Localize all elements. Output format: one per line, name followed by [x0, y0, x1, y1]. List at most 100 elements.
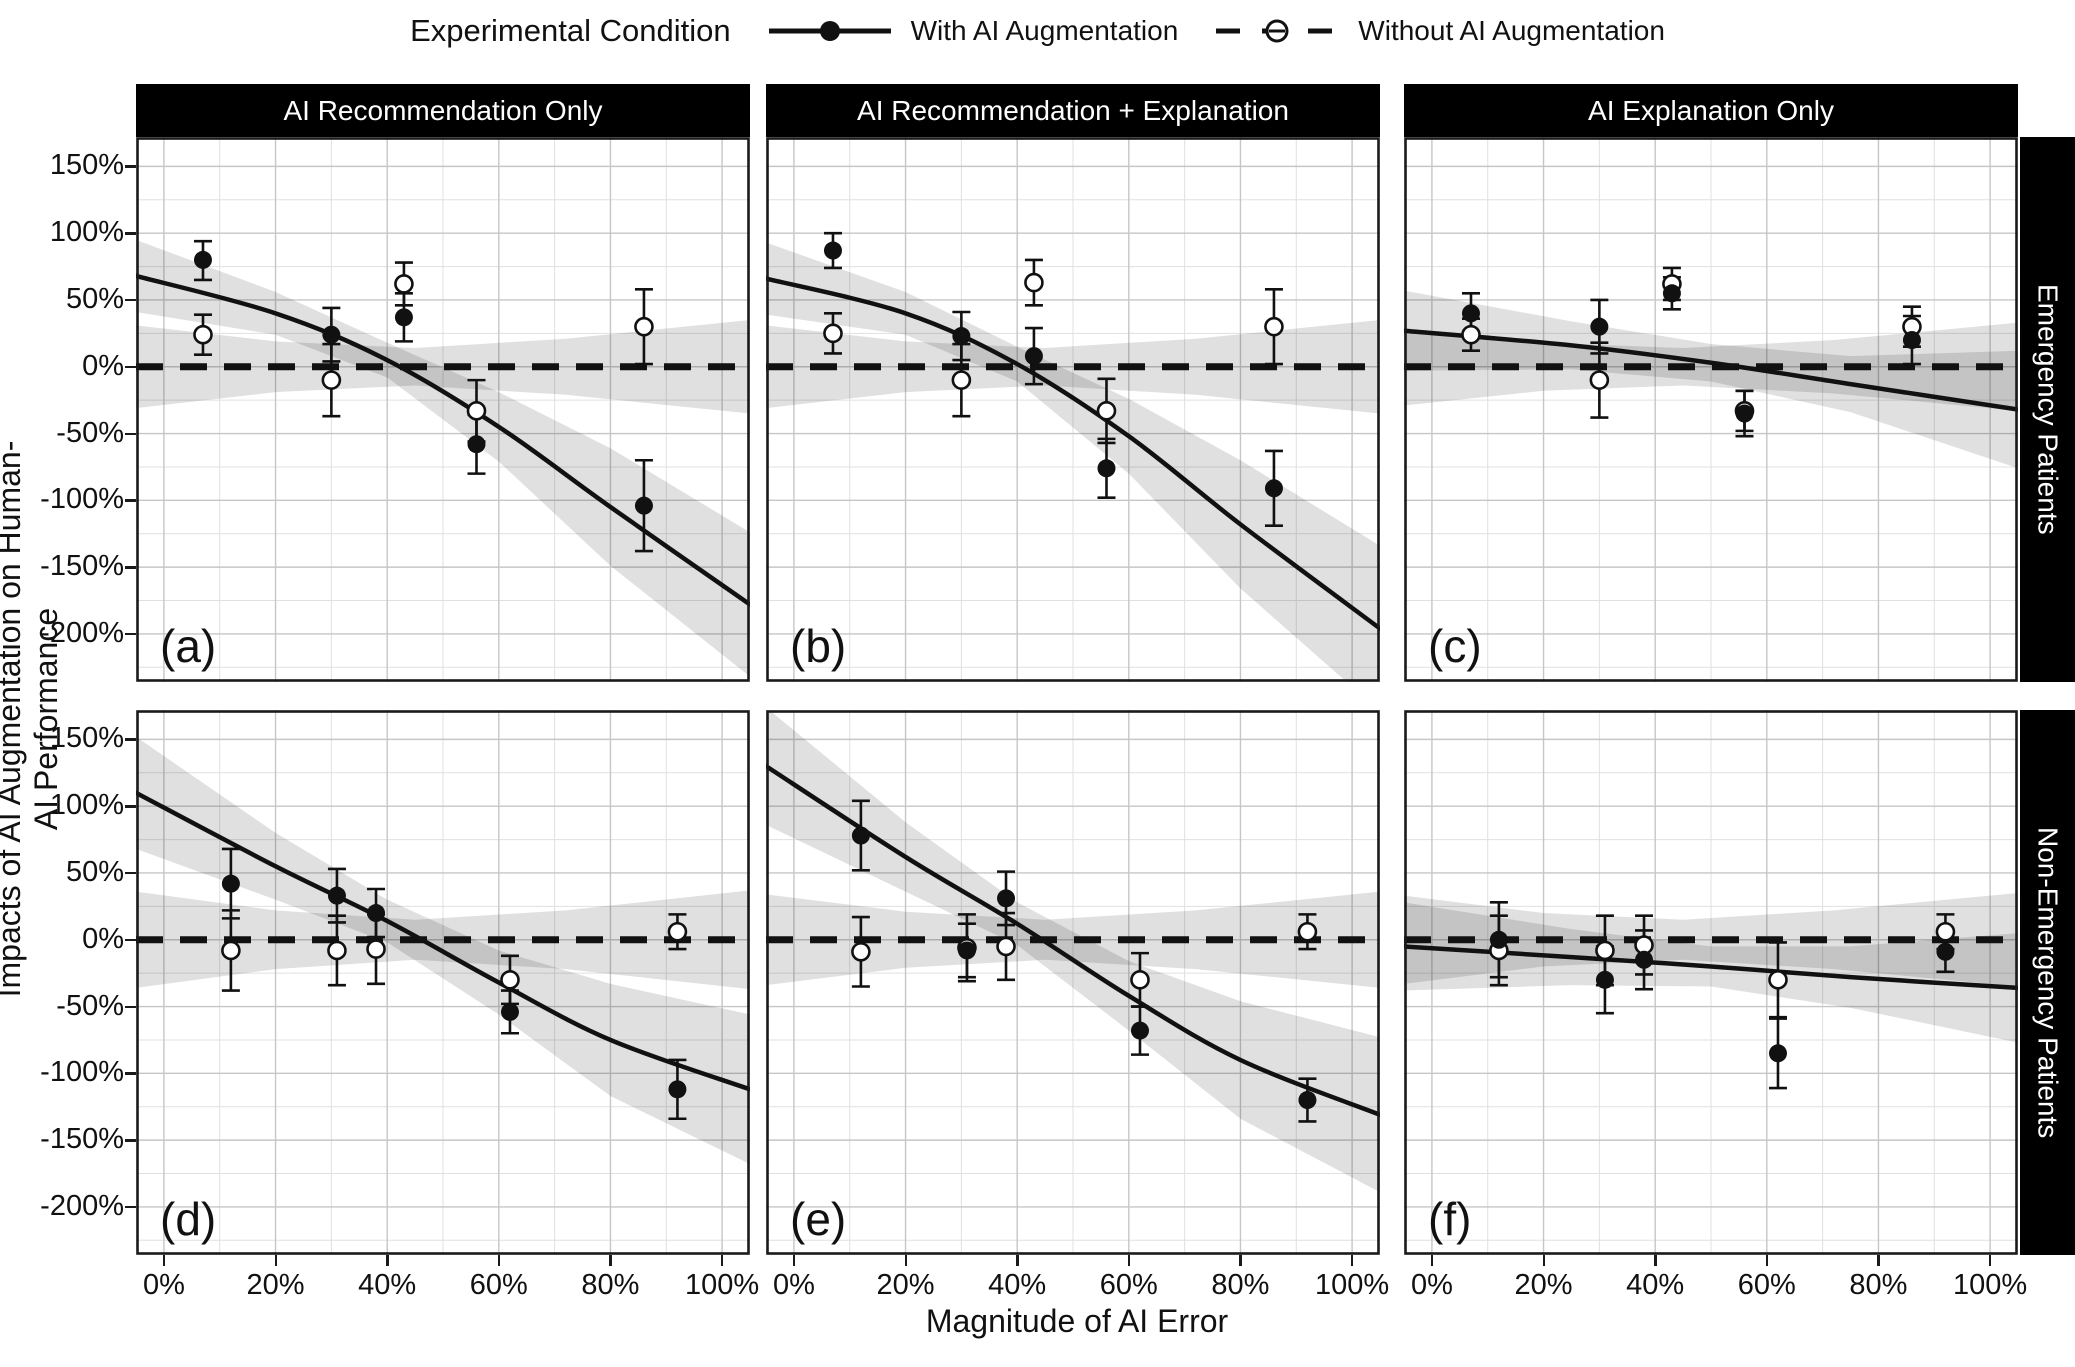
- with-ai-point: [193, 250, 212, 269]
- without-ai-point: [1589, 370, 1610, 390]
- y-tick-label: 50%: [65, 282, 124, 315]
- y-tick-mark: [125, 1205, 136, 1209]
- without-ai-point: [327, 940, 347, 961]
- legend-item-with-ai: With AI Augmentation: [765, 14, 1179, 48]
- without-ai-point: [466, 401, 487, 421]
- without-ai-point: [500, 970, 520, 990]
- without-ai-point: [366, 939, 386, 959]
- with-ai-confidence-band: [766, 710, 1380, 1193]
- with-ai-confidence-band: [1404, 290, 2018, 469]
- y-axis-title: Impacts of AI Augmentation on Human-AI P…: [0, 440, 64, 998]
- y-tick-label: -200%: [40, 1189, 124, 1222]
- y-tick-label: 100%: [49, 789, 124, 822]
- y-tick-mark: [125, 165, 136, 168]
- with-ai-point: [367, 904, 386, 923]
- legend: Experimental Condition With AI Augmentat…: [0, 0, 2075, 62]
- y-tick-label: 0%: [82, 349, 124, 382]
- panel-letter: (b): [790, 620, 846, 672]
- facet-column-strip: AI Explanation Only: [1404, 84, 2018, 137]
- panel-c: (c): [1404, 137, 2018, 682]
- y-tick-mark: [125, 805, 136, 808]
- legend-title: Experimental Condition: [410, 13, 731, 48]
- x-tick-mark: [1989, 1255, 1992, 1266]
- without-ai-point: [221, 940, 241, 961]
- x-tick-label: 40%: [988, 1269, 1047, 1301]
- with-ai-point: [327, 886, 346, 905]
- y-tick-mark: [125, 1139, 136, 1142]
- with-ai-point: [957, 941, 976, 960]
- panel-d: (d): [136, 710, 750, 1255]
- with-ai-point: [1936, 942, 1955, 961]
- without-ai-confidence-band: [136, 890, 750, 990]
- with-ai-point: [322, 325, 341, 344]
- y-tick-label: -50%: [56, 989, 124, 1022]
- y-tick-label: -150%: [40, 550, 124, 583]
- facet-column-strip: AI Recommendation + Explanation: [766, 84, 1380, 137]
- x-tick-label: 20%: [1514, 1269, 1573, 1301]
- y-tick-label: 150%: [49, 149, 124, 182]
- y-tick-label: -100%: [40, 483, 124, 516]
- with-ai-point: [1489, 930, 1508, 949]
- legend-label-with-ai: With AI Augmentation: [910, 15, 1179, 46]
- without-ai-point: [1264, 316, 1284, 337]
- x-tick-mark: [721, 1255, 724, 1266]
- with-ai-point: [634, 496, 653, 515]
- x-tick-mark: [1542, 1255, 1545, 1266]
- x-tick-mark: [1877, 1255, 1880, 1266]
- with-ai-fit-curve: [1404, 328, 2018, 412]
- y-tick-label: -200%: [40, 616, 124, 649]
- without-ai-point: [193, 324, 213, 345]
- x-tick-mark: [1351, 1255, 1354, 1266]
- x-tick-mark: [1430, 1255, 1434, 1266]
- x-tick-label: 40%: [358, 1269, 417, 1301]
- y-tick-mark: [125, 298, 136, 302]
- x-tick-mark: [386, 1255, 389, 1266]
- with-ai-point: [221, 874, 240, 893]
- x-tick-mark: [1127, 1255, 1131, 1266]
- y-tick-mark: [125, 566, 136, 569]
- y-tick-label: -150%: [40, 1123, 124, 1156]
- facet-column-strip: AI Recommendation Only: [136, 84, 750, 137]
- without-ai-point: [394, 274, 414, 294]
- x-tick-mark: [792, 1255, 796, 1266]
- panel-letter: (a): [160, 620, 216, 672]
- with-ai-fit-curve: [136, 273, 750, 607]
- solid-line-filled-circle-icon: [768, 21, 891, 41]
- x-tick-label: 60%: [469, 1269, 528, 1301]
- x-tick-mark: [609, 1255, 612, 1266]
- x-tick-label: 80%: [581, 1269, 640, 1301]
- with-ai-point: [1735, 404, 1754, 423]
- legend-label-without-ai: Without AI Augmentation: [1358, 15, 1665, 46]
- without-ai-confidence-band: [136, 320, 750, 414]
- x-tick-label: 20%: [876, 1269, 935, 1301]
- without-ai-confidence-band: [1404, 893, 2018, 987]
- facet-row-strip: Non-Emergency Patients: [2020, 710, 2075, 1255]
- panel-letter: (c): [1428, 620, 1482, 672]
- with-ai-point: [1097, 459, 1116, 478]
- y-tick-mark: [125, 232, 136, 235]
- x-tick-mark: [497, 1255, 501, 1266]
- without-ai-confidence-band: [766, 891, 1380, 988]
- without-ai-point: [1024, 272, 1044, 293]
- without-ai-point: [1461, 324, 1481, 345]
- y-tick-mark: [125, 499, 136, 502]
- with-ai-point: [1590, 317, 1609, 336]
- x-tick-label: 100%: [1314, 1269, 1390, 1301]
- y-tick-label: -100%: [40, 1056, 124, 1089]
- with-ai-point: [1298, 1091, 1317, 1110]
- x-axis-title: Magnitude of AI Error: [925, 1303, 1229, 1339]
- dashed-line-open-circle-icon: [1216, 19, 1339, 43]
- with-ai-fit-curve: [766, 763, 1380, 1117]
- y-tick-mark: [125, 738, 136, 741]
- panel-a: (a): [136, 137, 750, 682]
- x-tick-label: 0%: [1410, 1269, 1453, 1301]
- y-tick-label: 50%: [65, 855, 124, 888]
- with-ai-point: [1461, 304, 1480, 323]
- panel-b: (b): [766, 137, 1380, 682]
- panel-letter: (e): [790, 1193, 846, 1245]
- y-tick-mark: [125, 1072, 136, 1075]
- x-tick-mark: [1016, 1255, 1019, 1266]
- y-tick-mark: [125, 632, 136, 636]
- y-tick-label: 0%: [82, 922, 124, 955]
